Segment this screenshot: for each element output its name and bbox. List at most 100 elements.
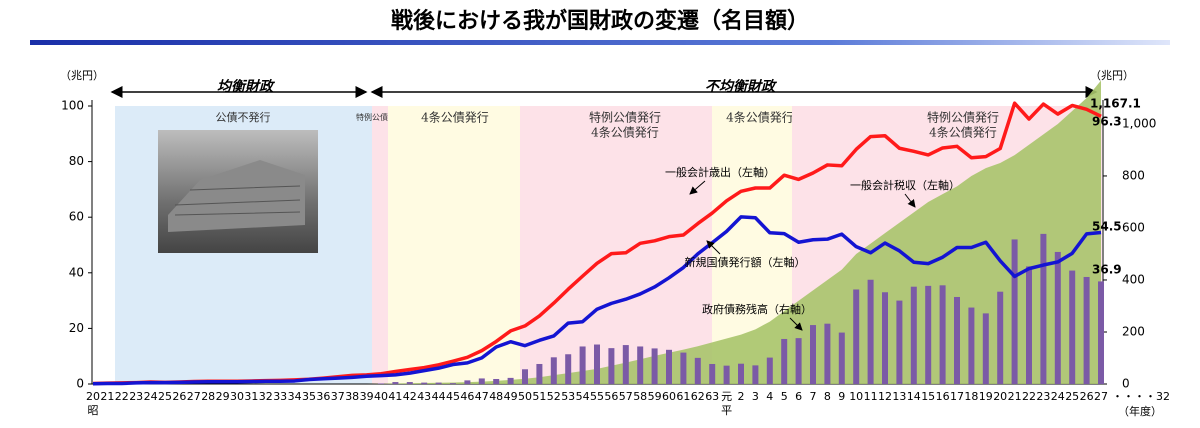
x-tick-label: 47 xyxy=(475,390,489,403)
bar xyxy=(1083,276,1090,384)
bar xyxy=(982,313,989,384)
line xyxy=(92,215,1102,386)
bar xyxy=(1040,233,1047,384)
x-tick-label: 54 xyxy=(576,390,590,403)
debt-area xyxy=(93,80,1101,384)
x-tick-label: 16 xyxy=(936,390,950,403)
x-tick-label: 56 xyxy=(604,390,618,403)
x-tick-label: 42 xyxy=(403,390,417,403)
bar xyxy=(954,296,960,384)
y-tick-label: 80 xyxy=(69,154,84,168)
y2-tick-label: 200 xyxy=(1122,324,1145,338)
x-tick-label: 59 xyxy=(648,390,662,403)
bar xyxy=(478,378,485,384)
x-tick-label: 41 xyxy=(388,390,402,403)
annotation-arrow xyxy=(689,180,706,195)
y-tick-label: 100 xyxy=(61,99,84,113)
bar xyxy=(781,338,788,384)
annotation-arrow xyxy=(789,317,803,331)
x-tick-label: 32 xyxy=(259,390,273,403)
y2-tick-label: 400 xyxy=(1122,272,1145,286)
x-tick-label: 43 xyxy=(417,390,431,403)
bar xyxy=(910,286,917,384)
y2-tick-label: 800 xyxy=(1122,168,1145,182)
bar xyxy=(450,383,456,384)
x-tick-label: 52 xyxy=(547,390,561,403)
bar xyxy=(752,365,759,384)
y-tick-label: 60 xyxy=(69,210,84,224)
x-tick-label: 35 xyxy=(302,390,316,403)
series-annotation: 新規国債発行額（左軸） xyxy=(685,255,806,269)
x-tick-label: 38 xyxy=(345,390,359,403)
bar xyxy=(853,289,860,384)
data-label: 54.5 xyxy=(1092,220,1122,234)
y2-tick-label: 0 xyxy=(1122,377,1130,391)
x-tick-label: 3 xyxy=(752,390,759,403)
bar xyxy=(1011,239,1018,384)
y2-tick-label: 1,000 xyxy=(1122,116,1156,130)
bar xyxy=(867,279,874,384)
x-tick-label: 25 xyxy=(158,390,172,403)
series-annotation: 一般会計歳出（左軸） xyxy=(665,165,775,179)
annotation-arrow xyxy=(904,193,916,208)
x-tick-label: 5 xyxy=(781,390,788,403)
y2-tick-label: 600 xyxy=(1122,220,1145,234)
y-tick-label: 20 xyxy=(69,321,84,335)
y2-unit: （兆円） xyxy=(1090,69,1134,82)
x-tick-label: 13 xyxy=(892,390,906,403)
x-tick-label: 58 xyxy=(633,390,647,403)
bar xyxy=(997,291,1004,384)
x-tick-label: 57 xyxy=(619,390,633,403)
x-tick-label: 53 xyxy=(561,390,575,403)
x-tick-label: 55 xyxy=(590,390,604,403)
bar xyxy=(622,345,629,384)
bar xyxy=(435,382,442,384)
bar xyxy=(795,338,802,384)
x-tick-label: 48 xyxy=(489,390,503,403)
period-band xyxy=(372,106,388,384)
x-tick-label: 61 xyxy=(676,390,690,403)
x-unit: （年度） xyxy=(1118,404,1162,418)
series-annotation: 一般会計税収（左軸） xyxy=(850,178,960,192)
era-label: 昭 xyxy=(88,404,99,417)
bar xyxy=(464,380,471,384)
band-label: 特例公債発行 xyxy=(927,110,999,125)
x-tick-label: 40 xyxy=(374,390,388,403)
data-label: 36.9 xyxy=(1092,263,1122,277)
x-tick-label: 22 xyxy=(115,390,129,403)
x-tick-label: 28 xyxy=(201,390,215,403)
bar xyxy=(406,382,413,384)
bar xyxy=(838,332,845,384)
x-tick-label: 26 xyxy=(172,390,186,403)
bar xyxy=(1069,270,1076,384)
bar xyxy=(1098,281,1104,384)
bar xyxy=(522,369,528,384)
bar xyxy=(968,307,975,384)
x-tick-label: 26 xyxy=(1080,390,1094,403)
x-tick-label: 17 xyxy=(950,390,964,403)
bar xyxy=(896,300,903,384)
x-tick-label: 20 xyxy=(86,390,100,403)
x-tick-label: 29 xyxy=(216,390,230,403)
x-tick-label: 49 xyxy=(504,390,518,403)
x-tick-label: 24 xyxy=(1051,390,1065,403)
bar xyxy=(694,357,701,384)
bar xyxy=(651,348,658,384)
band-label: 特例公債発行 xyxy=(589,110,661,125)
x-tick-label: 25 xyxy=(1065,390,1079,403)
x-tick-label: 63 xyxy=(705,390,719,403)
title-underline xyxy=(30,40,1170,45)
bar xyxy=(493,378,500,384)
x-tick-label: 元 xyxy=(721,390,732,403)
period-band xyxy=(388,106,520,384)
x-tick-label: 7 xyxy=(810,390,817,403)
chart-title: 戦後における我が国財政の変遷（名目額） xyxy=(391,8,809,34)
axis-extension: ・・・・32 xyxy=(1112,390,1170,403)
photo xyxy=(158,130,318,253)
x-tick-label: 2 xyxy=(738,390,745,403)
x-tick-label: 30 xyxy=(230,390,244,403)
bar xyxy=(680,352,687,384)
x-tick-label: 62 xyxy=(691,390,705,403)
x-tick-label: 15 xyxy=(921,390,935,403)
x-tick-label: 60 xyxy=(662,390,676,403)
